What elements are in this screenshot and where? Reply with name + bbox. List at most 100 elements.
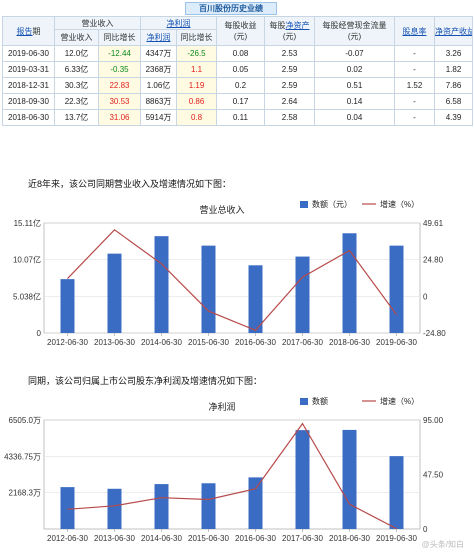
table-row: 2019-03-31 6.33亿 -0.35 2368万 1.1 0.05 2.59 0.02… bbox=[2, 61, 473, 78]
cell-revenue-yoy: 22.83 bbox=[98, 77, 141, 94]
cell-revenue-yoy: -0.35 bbox=[98, 61, 141, 78]
bar bbox=[248, 477, 263, 529]
legend-line-label: 增速（%） bbox=[380, 396, 419, 406]
cell-profit: 2368万 bbox=[140, 61, 177, 78]
bar bbox=[201, 245, 216, 333]
bar bbox=[60, 487, 75, 529]
left-tick-label: 6505.0万 bbox=[9, 416, 41, 425]
cell-revenue-yoy: -12.44 bbox=[98, 45, 141, 62]
x-tick-label: 2014-06-30 bbox=[141, 534, 182, 543]
chart-title: 净利润 bbox=[208, 401, 235, 412]
col-report-period[interactable]: 报告期 bbox=[2, 16, 55, 46]
watermark: @头条/知白 bbox=[421, 540, 464, 549]
bar bbox=[389, 245, 404, 333]
cell-eps: 0.17 bbox=[216, 93, 265, 110]
legend-bar-label: 数额 bbox=[312, 396, 328, 406]
x-tick-label: 2012-06-30 bbox=[47, 534, 88, 543]
right-tick-label: 24.80 bbox=[423, 256, 444, 265]
cell-revenue: 12.0亿 bbox=[54, 45, 99, 62]
cell-cfps: 0.04 bbox=[314, 109, 395, 126]
cell-revenue-yoy: 30.53 bbox=[98, 93, 141, 110]
x-tick-label: 2017-06-30 bbox=[282, 338, 323, 347]
x-tick-label: 2019-06-30 bbox=[376, 338, 417, 347]
cell-revenue: 30.3亿 bbox=[54, 77, 99, 94]
cell-dividend: - bbox=[394, 45, 435, 62]
cell-roe: 7.86 bbox=[434, 77, 473, 94]
table-row: 2019-06-30 12.0亿 -12.44 4347万 -26.5 0.08 2.53-… bbox=[2, 45, 473, 62]
bar bbox=[295, 430, 310, 529]
cell-navps: 2.64 bbox=[264, 93, 315, 110]
x-tick-label: 2014-06-30 bbox=[141, 338, 182, 347]
x-tick-label: 2018-06-30 bbox=[329, 338, 370, 347]
cell-revenue-yoy: 31.06 bbox=[98, 109, 141, 126]
cell-cfps: 0.02 bbox=[314, 61, 395, 78]
left-tick-label: 5.038亿 bbox=[13, 291, 41, 301]
cell-navps: 2.59 bbox=[264, 77, 315, 94]
right-tick-label: 95.00 bbox=[423, 416, 444, 425]
cell-profit: 5914万 bbox=[140, 109, 177, 126]
chart-title: 营业总收入 bbox=[199, 204, 244, 215]
col-revenue-group: 营业收入 bbox=[54, 16, 141, 30]
cell-dividend: - bbox=[394, 93, 435, 110]
right-tick-label: 47.50 bbox=[423, 471, 444, 480]
col-profit-yoy: 同比增长 bbox=[176, 29, 217, 46]
cell-profit: 1.06亿 bbox=[140, 77, 177, 94]
cell-navps: 2.58 bbox=[264, 109, 315, 126]
x-tick-label: 2019-06-30 bbox=[376, 534, 417, 543]
cell-dividend: - bbox=[394, 61, 435, 78]
col-dividend[interactable]: 股息率 bbox=[394, 16, 435, 46]
bar bbox=[342, 233, 357, 333]
cell-profit: 8863万 bbox=[140, 93, 177, 110]
cell-revenue: 6.33亿 bbox=[54, 61, 99, 78]
revenue-chart: 营业总收入 数额（元） 增速（%） 15.11亿 10.07亿 5.038亿 0 49.61 2… bbox=[0, 193, 474, 363]
cell-roe: 4.39 bbox=[434, 109, 473, 126]
cell-date: 2018-06-30 bbox=[2, 109, 55, 126]
cell-cfps: -0.07 bbox=[314, 45, 395, 62]
profit-chart: 净利润 数额 增速（%） 6505.0万 4336.75万 2168.3万 95.00 47.… bbox=[0, 389, 474, 554]
x-tick-label: 2013-06-30 bbox=[94, 338, 135, 347]
left-tick-label: 0 bbox=[37, 329, 42, 338]
cell-date: 2019-06-30 bbox=[2, 45, 55, 62]
table-row: 2018-09-30 22.3亿 30.53 8863万 0.86 0.17 2.64 0.1… bbox=[2, 93, 473, 110]
cell-cfps: 0.14 bbox=[314, 93, 395, 110]
cell-profit-yoy: 0.86 bbox=[176, 93, 217, 110]
x-tick-label: 2013-06-30 bbox=[94, 534, 135, 543]
profit-chart-svg: 净利润 数额 增速（%） 6505.0万 4336.75万 2168.3万 95.00 47.… bbox=[4, 396, 444, 543]
cell-cfps: 0.51 bbox=[314, 77, 395, 94]
x-tick-label: 2015-06-30 bbox=[188, 338, 229, 347]
cell-roe: 1.82 bbox=[434, 61, 473, 78]
col-profit-group[interactable]: 净利润 bbox=[140, 16, 217, 30]
cell-roe: 6.58 bbox=[434, 93, 473, 110]
history-title-bar: 百川股份历史业绩 bbox=[0, 0, 474, 15]
growth-line bbox=[67, 229, 397, 332]
cell-date: 2019-03-31 bbox=[2, 61, 55, 78]
plot-frame bbox=[43, 419, 421, 530]
col-profit[interactable]: 净利润 bbox=[140, 29, 177, 46]
left-tick-label: 2168.3万 bbox=[9, 489, 41, 498]
cell-eps: 0.05 bbox=[216, 61, 265, 78]
history-table-body: 2019-06-30 12.0亿 -12.44 4347万 -26.5 0.08 2.53-… bbox=[2, 45, 473, 126]
cell-eps: 0.08 bbox=[216, 45, 265, 62]
x-tick-label: 2017-06-30 bbox=[282, 534, 323, 543]
x-tick-label: 2016-06-30 bbox=[235, 338, 276, 347]
cell-dividend: - bbox=[394, 109, 435, 126]
cell-profit-yoy: 0.8 bbox=[176, 109, 217, 126]
legend-bar-swatch bbox=[300, 398, 308, 405]
col-eps: 每股收益 (元) bbox=[216, 16, 265, 46]
profit-intro-text: 同期，该公司归属上市公司股东净利润及增速情况如下图： bbox=[28, 376, 263, 386]
col-navps[interactable]: 每股净资产 (元) bbox=[264, 16, 315, 46]
cell-revenue: 13.7亿 bbox=[54, 109, 99, 126]
right-tick-label: 0 bbox=[423, 525, 428, 534]
left-tick-label: 15.11亿 bbox=[14, 218, 41, 228]
col-roe[interactable]: 净资产收益率 bbox=[434, 16, 473, 46]
cell-navps: 2.53 bbox=[264, 45, 315, 62]
history-title: 百川股份历史业绩 bbox=[185, 2, 277, 15]
revenue-chart-svg: 营业总收入 数额（元） 增速（%） 15.11亿 10.07亿 5.038亿 0 49.61 2… bbox=[13, 199, 446, 347]
right-tick-label: -24.80 bbox=[423, 329, 446, 338]
x-tick-label: 2015-06-30 bbox=[188, 534, 229, 543]
cell-roe: 3.26 bbox=[434, 45, 473, 62]
cell-navps: 2.59 bbox=[264, 61, 315, 78]
right-tick-label: 0 bbox=[423, 292, 428, 301]
growth-line bbox=[67, 422, 397, 530]
col-revenue: 营业收入 bbox=[54, 29, 99, 46]
